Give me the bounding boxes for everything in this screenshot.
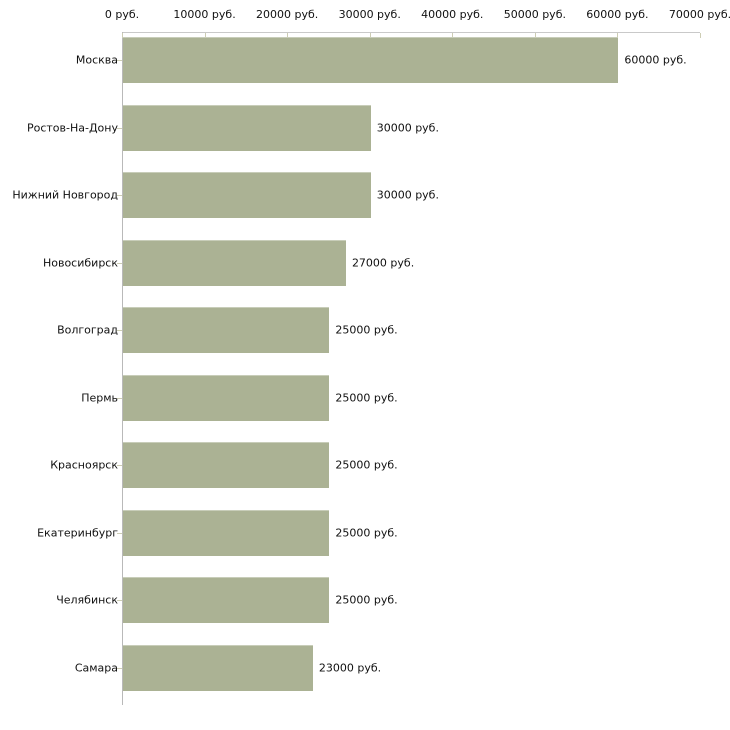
- x-axis-tick-label: 20000 руб.: [256, 8, 319, 21]
- x-axis-tick-label: 60000 руб.: [586, 8, 649, 21]
- y-axis-tick: [117, 465, 122, 466]
- bar: [123, 239, 346, 286]
- bar: [123, 307, 330, 353]
- y-axis-tick: [117, 397, 122, 399]
- bar: [123, 442, 330, 488]
- bar: [123, 374, 330, 421]
- category-label: Нижний Новгород: [12, 188, 118, 202]
- x-axis-tick-label: 50000 руб.: [503, 8, 566, 21]
- x-axis-tick: [122, 33, 123, 38]
- y-axis-tick: [117, 127, 122, 129]
- x-axis-tick-label: 70000 руб.: [668, 8, 730, 21]
- category-label: Ростов-На-Дону: [26, 121, 118, 134]
- bar: [123, 37, 619, 83]
- x-axis-tick: [700, 33, 701, 38]
- value-label: 23000 руб.: [318, 661, 382, 674]
- x-axis-tick: [287, 33, 289, 38]
- x-axis-tick-label: 30000 руб.: [338, 8, 401, 21]
- value-label: 25000 руб.: [335, 391, 398, 404]
- category-label: Новосибирск: [42, 256, 118, 269]
- value-label: 30000 руб.: [376, 121, 439, 134]
- y-axis-line: [122, 32, 123, 705]
- x-axis-line: [122, 32, 700, 33]
- value-label: 60000 руб.: [624, 53, 687, 67]
- x-axis-tick: [452, 33, 454, 38]
- x-axis-tick: [534, 33, 536, 38]
- value-label: 25000 руб.: [335, 458, 398, 472]
- bar: [123, 104, 371, 151]
- x-axis-tick: [369, 33, 371, 38]
- bar: [123, 577, 330, 623]
- x-axis-tick-label: 0 руб.: [104, 8, 140, 21]
- value-label: 27000 руб.: [351, 256, 415, 269]
- y-axis-tick: [117, 667, 122, 669]
- x-axis-tick: [617, 33, 619, 38]
- x-axis-tick-label: 10000 руб.: [173, 8, 236, 21]
- category-label: Пермь: [81, 391, 118, 404]
- y-axis-tick: [117, 60, 122, 61]
- bar: [123, 644, 313, 691]
- y-axis-tick: [117, 330, 122, 331]
- bar: [123, 509, 330, 556]
- category-label: Самара: [74, 661, 118, 674]
- value-label: 25000 руб.: [335, 593, 398, 607]
- category-label: Красноярск: [50, 458, 118, 472]
- y-axis-tick: [117, 262, 122, 264]
- category-label: Волгоград: [57, 323, 118, 337]
- category-label: Челябинск: [56, 593, 118, 607]
- y-axis-tick: [117, 195, 122, 196]
- category-label: Москва: [75, 53, 118, 67]
- y-axis-tick: [117, 600, 122, 601]
- value-label: 30000 руб.: [376, 188, 439, 202]
- y-axis-tick: [117, 532, 122, 534]
- bar: [123, 172, 371, 218]
- value-label: 25000 руб.: [335, 323, 398, 337]
- category-label: Екатеринбург: [37, 526, 118, 539]
- x-axis-tick-label: 40000 руб.: [421, 8, 484, 21]
- x-axis-tick: [204, 33, 206, 38]
- value-label: 25000 руб.: [335, 526, 398, 539]
